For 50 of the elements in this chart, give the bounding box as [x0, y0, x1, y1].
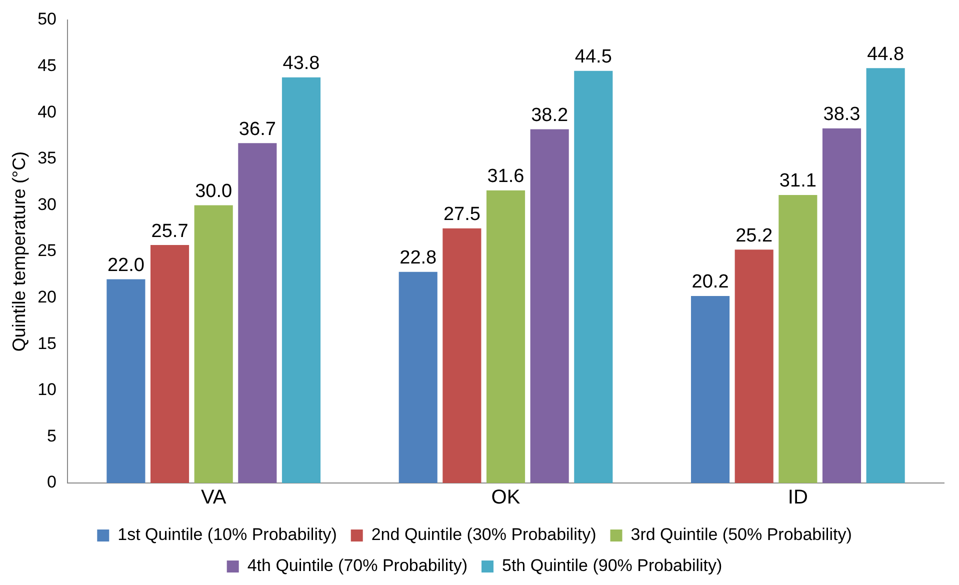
y-axis-title: Quintile temperature (°C) — [8, 151, 29, 352]
data-label: 20.2 — [692, 272, 729, 293]
legend-label: 2nd Quintile (30% Probability) — [371, 525, 596, 544]
y-tick-label: 5 — [47, 426, 57, 446]
y-tick-label: 50 — [38, 10, 57, 29]
bar — [282, 77, 321, 483]
data-label: 44.8 — [867, 44, 904, 65]
y-tick-label: 15 — [38, 334, 57, 353]
bar — [442, 228, 482, 483]
data-label: 25.2 — [736, 225, 773, 246]
data-label: 31.6 — [487, 166, 524, 188]
bar — [398, 272, 438, 483]
data-label: 22.0 — [107, 255, 144, 276]
bar — [734, 250, 774, 483]
legend-label: 5th Quintile (90% Probability) — [502, 556, 722, 576]
y-tick-label: 25 — [38, 241, 57, 260]
y-tick-label: 40 — [38, 102, 57, 122]
y-tick-label: 35 — [38, 148, 57, 168]
bar — [106, 279, 146, 483]
bar — [150, 245, 190, 483]
data-label: 38.2 — [531, 105, 568, 126]
data-label: 43.8 — [282, 53, 320, 74]
legend-label: 1st Quintile (10% Probability) — [118, 525, 337, 544]
data-label: 22.8 — [400, 248, 437, 269]
data-label: 44.5 — [574, 46, 612, 68]
data-label: 38.3 — [823, 104, 860, 126]
bar — [690, 296, 730, 483]
bar — [778, 195, 818, 483]
x-tick-label: ID — [788, 486, 808, 509]
bar — [530, 129, 569, 483]
data-label: 25.7 — [151, 220, 188, 242]
x-tick-label: VA — [200, 486, 227, 509]
data-label: 31.1 — [779, 170, 816, 192]
bar — [866, 68, 905, 483]
bar — [822, 128, 862, 483]
y-tick-label: 20 — [38, 287, 57, 306]
y-tick-label: 0 — [47, 472, 57, 492]
legend-label: 4th Quintile (70% Probability) — [247, 556, 468, 576]
y-tick-label: 45 — [38, 56, 57, 75]
legend-label: 3rd Quintile (50% Probability) — [630, 525, 852, 544]
bar — [238, 143, 277, 483]
bar — [486, 190, 526, 483]
x-tick-label: OK — [491, 486, 521, 509]
bar — [194, 205, 233, 483]
data-label: 27.5 — [443, 204, 480, 226]
y-tick-label: 10 — [38, 380, 57, 400]
y-tick-label: 30 — [38, 194, 57, 214]
bar — [574, 70, 613, 483]
data-label: 36.7 — [238, 118, 276, 140]
data-label: 30.0 — [195, 180, 232, 202]
